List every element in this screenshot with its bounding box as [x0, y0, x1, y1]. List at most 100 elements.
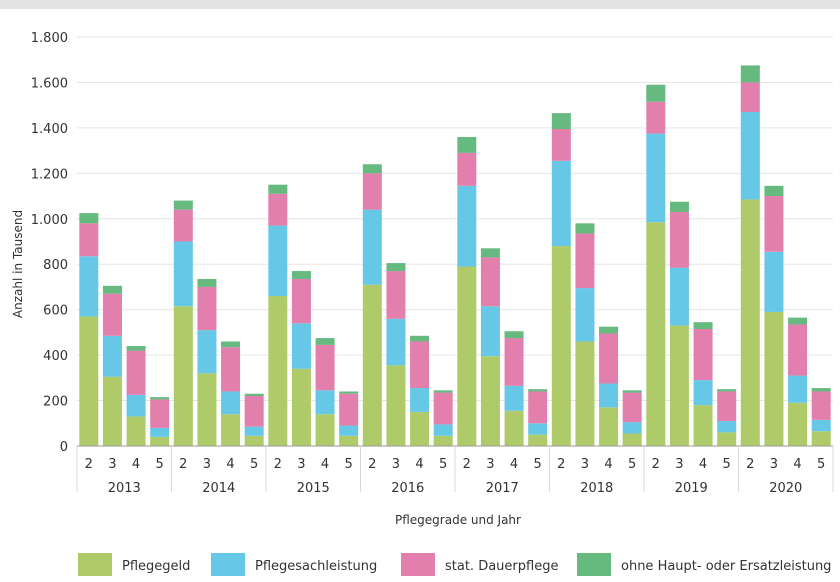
- bar-segment-2: [197, 330, 217, 374]
- bar-segment-4: [622, 390, 642, 393]
- y-tick-label: 400: [43, 349, 68, 364]
- x-tick-label: 5: [439, 457, 447, 472]
- bar-segment-1: [669, 325, 689, 446]
- x-tick-label: 4: [321, 457, 329, 472]
- bar-segment-4: [788, 317, 808, 325]
- x-tick-label: 4: [132, 457, 140, 472]
- bar-segment-1: [386, 365, 406, 446]
- bar-segment-4: [315, 338, 335, 345]
- bar-segment-3: [504, 338, 524, 386]
- bar-segment-3: [575, 233, 595, 289]
- x-tick-label: 5: [534, 457, 542, 472]
- y-tick-label: 1.800: [31, 31, 68, 46]
- bar-segment-2: [575, 288, 595, 342]
- bar-segment-3: [268, 193, 288, 226]
- bar-segment-4: [480, 248, 500, 258]
- x-tick-label: 2: [274, 457, 282, 472]
- bar-segment-1: [126, 416, 146, 446]
- x-tick-label: 2: [746, 457, 754, 472]
- bar-segment-3: [126, 350, 146, 395]
- legend-label: Pflegegeld: [122, 559, 190, 574]
- x-tick-label: 4: [415, 457, 423, 472]
- bar-segment-3: [764, 196, 784, 252]
- y-axis-title: Anzahl in Tausend: [11, 210, 25, 318]
- bar-segment-2: [79, 256, 99, 317]
- bar-segment-2: [717, 421, 737, 433]
- y-tick-label: 0: [60, 440, 68, 455]
- x-tick-label: 3: [486, 457, 494, 472]
- bar-segment-4: [599, 326, 619, 334]
- x-tick-label: 4: [699, 457, 707, 472]
- bar-segment-3: [339, 393, 359, 426]
- bar-segment-2: [244, 426, 264, 436]
- bar-segment-1: [788, 402, 808, 446]
- bar-segment-2: [504, 385, 524, 411]
- bar-segment-4: [102, 285, 122, 294]
- bar-segment-4: [551, 113, 571, 130]
- bar-segment-4: [268, 184, 288, 194]
- legend-label: stat. Dauerpflege: [445, 559, 558, 574]
- bar-segment-3: [740, 82, 760, 112]
- bar-segment-4: [339, 391, 359, 394]
- bar-segment-4: [693, 322, 713, 329]
- bar-segment-3: [622, 392, 642, 423]
- bar-segment-3: [79, 223, 99, 257]
- year-label: 2017: [486, 481, 519, 496]
- year-label: 2018: [580, 481, 613, 496]
- bar-segment-2: [433, 424, 453, 436]
- y-tick-label: 600: [43, 304, 68, 319]
- bar-segment-4: [575, 223, 595, 234]
- bar-segment-3: [528, 391, 548, 424]
- y-tick-label: 1.600: [31, 76, 68, 91]
- x-tick-label: 3: [108, 457, 116, 472]
- bar-segment-4: [79, 213, 99, 224]
- x-tick-label: 3: [392, 457, 400, 472]
- x-tick-label: 3: [770, 457, 778, 472]
- bar-segment-4: [410, 335, 430, 342]
- bar-segment-3: [362, 173, 382, 210]
- year-label: 2014: [202, 481, 235, 496]
- year-label: 2013: [108, 481, 141, 496]
- bar-segment-3: [291, 278, 311, 324]
- bar-segment-4: [173, 200, 193, 210]
- bar-segment-1: [339, 435, 359, 446]
- bar-segment-2: [102, 335, 122, 377]
- bar-segment-1: [528, 434, 548, 446]
- bar-segment-3: [811, 391, 831, 420]
- bar-segment-3: [150, 399, 170, 428]
- bar-segment-4: [362, 164, 382, 174]
- bar-segment-1: [575, 341, 595, 446]
- bar-segment-2: [551, 160, 571, 247]
- bar-segment-3: [386, 271, 406, 319]
- bar-segment-4: [457, 136, 477, 153]
- bar-segment-1: [268, 296, 288, 446]
- bar-segment-4: [669, 201, 689, 212]
- x-tick-label: 3: [581, 457, 589, 472]
- bar-segment-2: [315, 390, 335, 415]
- bar-segment-1: [646, 222, 666, 446]
- bar-segment-1: [622, 433, 642, 446]
- bar-segment-1: [599, 407, 619, 446]
- bar-segment-2: [268, 225, 288, 297]
- bar-segment-3: [551, 129, 571, 161]
- legend-label: ohne Haupt- oder Ersatzleistung: [621, 559, 831, 574]
- y-tick-label: 1.000: [31, 213, 68, 228]
- x-tick-label: 4: [604, 457, 612, 472]
- bar-segment-2: [362, 209, 382, 285]
- bar-segment-2: [339, 425, 359, 436]
- bar-segment-1: [410, 411, 430, 446]
- x-tick-label: 5: [345, 457, 353, 472]
- x-tick-label: 3: [297, 457, 305, 472]
- bar-segment-3: [244, 396, 264, 427]
- bar-segment-1: [221, 414, 241, 446]
- x-axis-title: Pflegegrade und Jahr: [395, 513, 521, 527]
- bar-segment-2: [740, 111, 760, 200]
- bar-segment-4: [528, 389, 548, 392]
- legend-swatch: [577, 553, 611, 576]
- year-label: 2019: [675, 481, 708, 496]
- x-tick-label: 3: [675, 457, 683, 472]
- x-tick-label: 2: [557, 457, 565, 472]
- bar-segment-2: [693, 380, 713, 406]
- y-tick-label: 200: [43, 395, 68, 410]
- bar-segment-1: [811, 431, 831, 446]
